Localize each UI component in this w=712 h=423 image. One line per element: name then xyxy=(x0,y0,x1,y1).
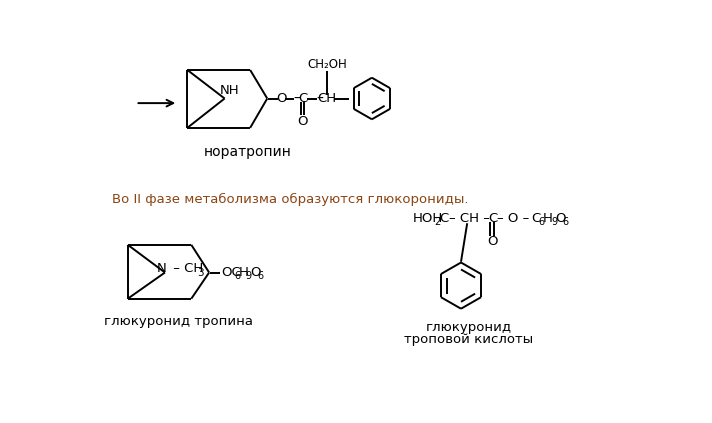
Text: –: – xyxy=(317,91,323,105)
Text: H: H xyxy=(239,266,248,279)
Text: 9: 9 xyxy=(551,217,557,227)
Text: – O –: – O – xyxy=(498,212,530,225)
Text: O: O xyxy=(298,115,308,128)
Text: 6: 6 xyxy=(234,271,240,280)
Text: 9: 9 xyxy=(246,271,251,280)
Text: O: O xyxy=(487,235,497,248)
Text: O: O xyxy=(276,92,286,105)
Text: NH: NH xyxy=(220,84,240,97)
Text: –: – xyxy=(293,91,300,105)
Text: 6: 6 xyxy=(257,271,263,280)
Text: троповой кислоты: троповой кислоты xyxy=(404,333,533,346)
Text: 6: 6 xyxy=(562,217,569,227)
Text: глюкуронид: глюкуронид xyxy=(426,321,512,335)
Text: OC: OC xyxy=(221,266,241,279)
Text: CH: CH xyxy=(318,92,337,105)
Text: норатропин: норатропин xyxy=(204,146,292,159)
Text: C: C xyxy=(488,212,498,225)
Text: CH₂OH: CH₂OH xyxy=(307,58,347,71)
Text: O: O xyxy=(555,212,566,225)
Text: 6: 6 xyxy=(538,217,545,227)
Text: Во II фазе метаболизма образуются глюкорониды.: Во II фазе метаболизма образуются глюкор… xyxy=(112,193,468,206)
Text: H: H xyxy=(543,212,553,225)
Text: 3: 3 xyxy=(197,267,204,277)
Text: 2: 2 xyxy=(434,217,441,227)
Text: глюкуронид тропина: глюкуронид тропина xyxy=(104,315,253,328)
Text: C: C xyxy=(439,212,449,225)
Text: N: N xyxy=(157,262,167,275)
Text: HOH: HOH xyxy=(413,212,443,225)
Text: O: O xyxy=(250,266,261,279)
Text: C: C xyxy=(298,92,308,105)
Text: – CH –: – CH – xyxy=(449,212,489,225)
Text: – CH: – CH xyxy=(169,262,203,275)
Text: C: C xyxy=(532,212,541,225)
